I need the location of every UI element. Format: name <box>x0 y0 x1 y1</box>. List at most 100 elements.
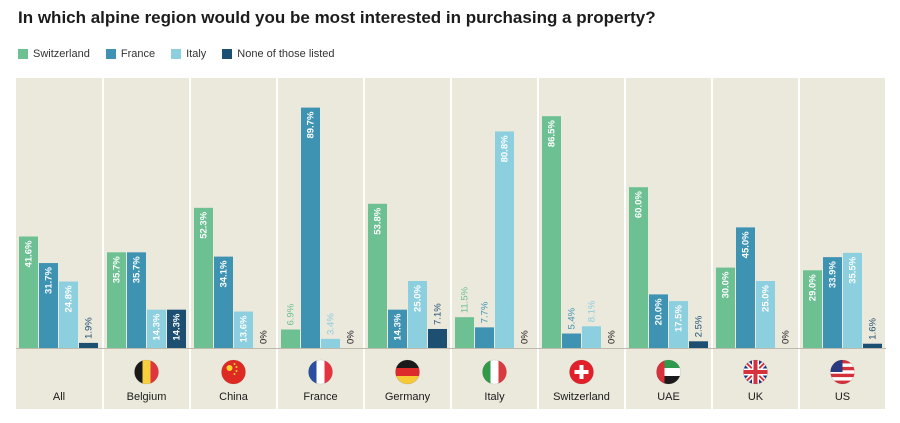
bar-germany-none-of-those-listed <box>428 328 447 348</box>
data-label-all-italy: 24.8% <box>64 285 75 312</box>
category-label-uk: UK <box>748 391 764 403</box>
legend-swatch-none <box>222 49 233 59</box>
bar-all-switzerland <box>19 236 38 348</box>
data-label-all-france: 31.7% <box>44 266 55 293</box>
category-group-italy: 11.5% 7.7% 80.8% 0% Italy <box>452 78 537 409</box>
bar-switzerland-switzerland <box>542 116 561 349</box>
data-label-germany-switzerland: 53.8% <box>373 207 384 234</box>
belgium-flag-icon <box>134 359 159 385</box>
legend-label-france: France <box>120 48 156 60</box>
data-label-belgium-italy: 14.3% <box>152 313 163 340</box>
data-label-france-none-of-those-listed: 0% <box>346 330 357 344</box>
bar-uae-switzerland <box>629 187 648 348</box>
data-label-switzerland-france: 5.4% <box>567 307 578 329</box>
bar-china-italy <box>234 311 253 348</box>
data-label-us-france: 33.9% <box>828 261 839 288</box>
bar-italy-italy <box>495 131 514 348</box>
category-panel-france <box>278 78 363 409</box>
bar-belgium-italy <box>147 309 166 348</box>
bar-us-italy <box>843 252 862 348</box>
data-label-us-switzerland: 29.0% <box>808 274 819 301</box>
category-label-all: All <box>53 391 65 403</box>
legend-label-italy: Italy <box>186 48 207 60</box>
data-label-uk-italy: 25.0% <box>761 284 772 311</box>
bar-italy-france <box>475 327 494 348</box>
category-label-uae: UAE <box>657 391 680 403</box>
bar-china-france <box>214 256 233 348</box>
category-label-germany: Germany <box>385 391 431 403</box>
data-label-china-italy: 13.6% <box>239 315 250 342</box>
data-label-italy-france: 7.7% <box>480 301 491 323</box>
data-label-china-france: 34.1% <box>219 260 230 287</box>
china-flag-icon <box>221 359 246 385</box>
category-label-us: US <box>835 391 850 403</box>
data-label-france-italy: 3.4% <box>326 313 337 335</box>
legend-label-none: None of those listed <box>237 48 335 60</box>
bar-us-france <box>823 257 842 348</box>
data-label-uk-switzerland: 30.0% <box>721 271 732 298</box>
category-label-belgium: Belgium <box>127 391 167 403</box>
data-label-germany-none-of-those-listed: 7.1% <box>433 303 444 325</box>
switzerland-flag-icon <box>569 359 594 385</box>
legend-swatch-france <box>105 49 116 59</box>
category-group-uae: 60.0% 20.0% 17.5% 2.5% UAE <box>626 78 711 409</box>
germany-flag-icon <box>395 359 420 385</box>
category-group-belgium: 35.7% 35.7% 14.3% 14.3% Belgium <box>104 78 189 409</box>
italy-flag-icon <box>482 359 507 385</box>
data-label-belgium-switzerland: 35.7% <box>112 256 123 283</box>
data-label-us-italy: 35.5% <box>848 256 859 283</box>
bar-uae-france <box>649 294 668 348</box>
data-label-china-none-of-those-listed: 0% <box>259 330 270 344</box>
category-label-italy: Italy <box>484 391 505 403</box>
data-label-all-none-of-those-listed: 1.9% <box>84 317 95 339</box>
bar-uae-none-of-those-listed <box>689 341 708 348</box>
data-label-uae-switzerland: 60.0% <box>634 191 645 218</box>
data-label-belgium-france: 35.7% <box>132 256 143 283</box>
bar-belgium-none-of-those-listed <box>167 309 186 348</box>
data-label-france-france: 89.7% <box>306 111 317 138</box>
bar-uk-italy <box>756 281 775 348</box>
category-label-china: China <box>219 391 249 403</box>
data-label-germany-france: 14.3% <box>393 313 404 340</box>
data-label-uae-none-of-those-listed: 2.5% <box>694 315 705 337</box>
legend-swatch-italy <box>171 49 182 59</box>
bar-uk-france <box>736 227 755 348</box>
data-label-china-switzerland: 52.3% <box>199 211 210 238</box>
category-panel-belgium <box>104 78 189 409</box>
data-label-switzerland-switzerland: 86.5% <box>547 120 558 147</box>
bar-all-none-of-those-listed <box>79 342 98 348</box>
bar-uk-switzerland <box>716 267 735 348</box>
category-group-all: 41.6% 31.7% 24.8% 1.9% All <box>16 78 102 409</box>
category-label-switzerland: Switzerland <box>553 391 610 403</box>
bar-china-switzerland <box>194 207 213 348</box>
category-group-france: 6.9% 89.7% 3.4% 0% France <box>278 78 363 409</box>
bar-switzerland-france <box>562 333 581 348</box>
data-label-uk-none-of-those-listed: 0% <box>781 330 792 344</box>
legend-item-france: France <box>105 48 156 60</box>
data-label-italy-switzerland: 11.5% <box>460 286 471 313</box>
data-label-all-switzerland: 41.6% <box>24 240 35 267</box>
data-label-france-switzerland: 6.9% <box>286 303 297 325</box>
bar-switzerland-italy <box>582 326 601 348</box>
category-group-germany: 53.8% 14.3% 25.0% 7.1% Germany <box>365 78 450 409</box>
legend-label-switzerland: Switzerland <box>33 48 90 60</box>
category-group-china: 52.3% 34.1% 13.6% 0% China <box>191 78 276 409</box>
bar-belgium-switzerland <box>107 252 126 348</box>
data-label-germany-italy: 25.0% <box>413 284 424 311</box>
category-group-switzerland: 86.5% 5.4% 8.1% 0% Switzerland <box>539 78 624 409</box>
chart-legend: Switzerland France Italy None of those l… <box>18 48 351 60</box>
uae-flag-icon <box>656 359 681 385</box>
bar-us-switzerland <box>803 270 822 348</box>
france-flag-icon <box>308 359 333 385</box>
chart-title: In which alpine region would you be most… <box>18 8 656 27</box>
bar-germany-france <box>388 309 407 348</box>
bar-uae-italy <box>669 301 688 348</box>
bar-france-france <box>301 107 320 348</box>
data-label-us-none-of-those-listed: 1.6% <box>868 318 879 340</box>
bar-france-switzerland <box>281 329 300 348</box>
category-panel-us <box>800 78 885 409</box>
data-label-uk-france: 45.0% <box>741 231 752 258</box>
legend-item-none: None of those listed <box>222 48 335 60</box>
category-group-uk: 30.0% 45.0% 25.0% 0% UK <box>713 78 798 409</box>
legend-swatch-switzerland <box>18 49 28 59</box>
